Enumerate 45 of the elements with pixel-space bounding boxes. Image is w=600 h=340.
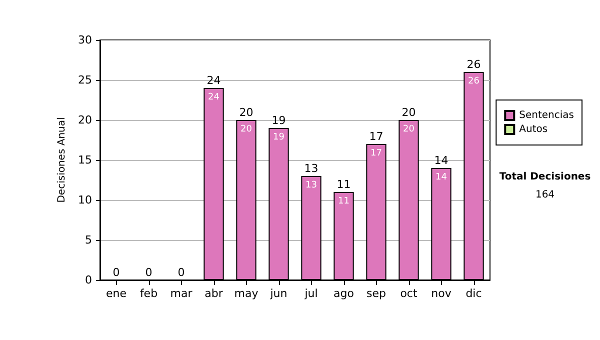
y-axis-title: Decisiones Anual <box>56 117 68 203</box>
data-label: 20 <box>403 124 415 134</box>
data-label: 14 <box>436 172 448 182</box>
x-tick-label: oct <box>400 287 418 300</box>
data-label: 17 <box>370 148 382 158</box>
x-tick-label: jun <box>269 287 288 300</box>
y-tick-label: 5 <box>85 234 92 246</box>
data-label: 20 <box>240 124 252 134</box>
x-tick-label: jul <box>304 287 318 300</box>
total-label: 11 <box>336 178 351 191</box>
total-label: 0 <box>145 266 152 279</box>
x-tick-label: ene <box>106 287 127 300</box>
total-label: 19 <box>272 114 286 127</box>
total-label: 17 <box>369 130 384 143</box>
y-tick-label: 10 <box>78 194 92 206</box>
total-label: 20 <box>402 106 416 119</box>
total-label: 26 <box>466 58 481 71</box>
x-tick-label: feb <box>140 287 158 300</box>
text: Total Decisiones <box>499 172 591 182</box>
x-tick-label: ago <box>334 287 354 300</box>
legend-label: Autos <box>519 124 548 135</box>
data-label: 19 <box>273 132 285 142</box>
total-label: 13 <box>304 162 318 175</box>
data-label: 26 <box>468 76 480 86</box>
y-tick-label: 30 <box>78 34 92 46</box>
data-label: 24 <box>208 92 220 102</box>
data-label: 13 <box>306 180 317 190</box>
x-tick-label: mar <box>170 287 193 300</box>
x-tick-label: abr <box>204 287 224 300</box>
total-label: 14 <box>434 154 448 167</box>
total-label: 0 <box>112 266 120 279</box>
y-tick-label: 25 <box>78 74 92 86</box>
y-tick-label: 0 <box>85 274 92 286</box>
legend-label: Sentencias <box>519 110 574 121</box>
total-label: 24 <box>206 74 221 87</box>
total-label: 20 <box>239 106 254 119</box>
total-label: 0 <box>178 266 185 279</box>
x-tick-label: dic <box>466 287 482 300</box>
x-tick-label: may <box>234 287 259 300</box>
x-tick-label: sep <box>366 287 386 300</box>
text: 164 <box>535 190 555 200</box>
y-tick-label: 20 <box>78 114 92 126</box>
data-label: 11 <box>338 196 350 206</box>
y-tick-label: 15 <box>78 154 92 166</box>
x-tick-label: nov <box>431 287 452 300</box>
